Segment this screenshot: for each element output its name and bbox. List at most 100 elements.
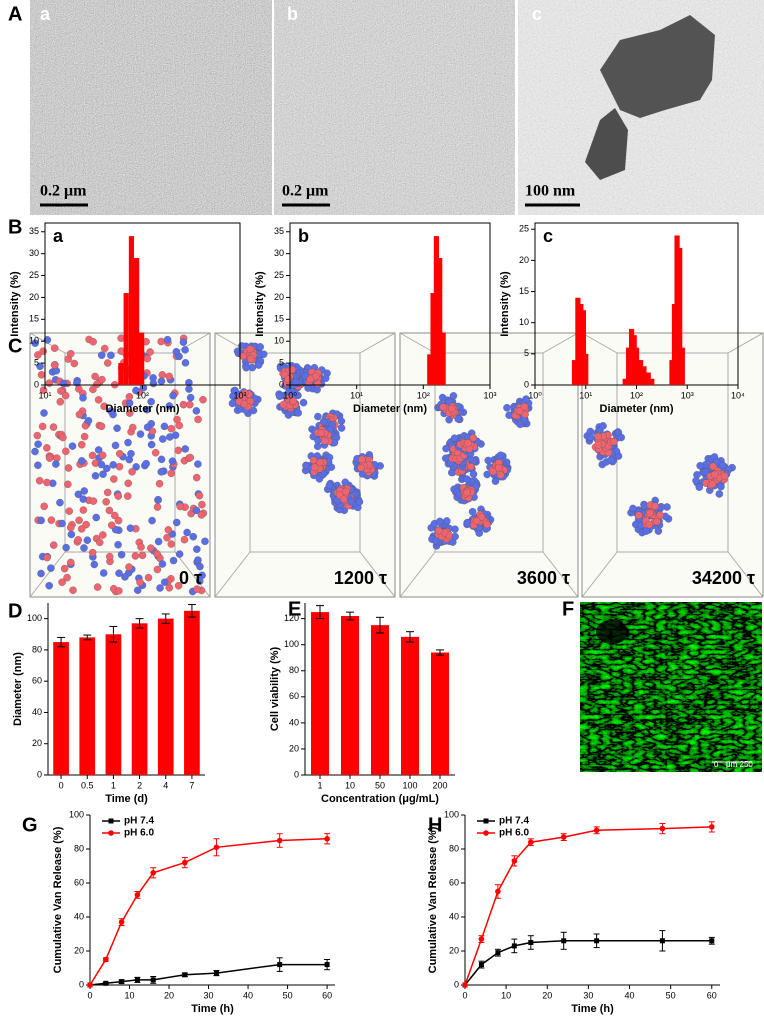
bead <box>284 375 292 384</box>
marker <box>87 982 93 988</box>
bead <box>181 346 189 354</box>
bead <box>306 375 315 384</box>
marker <box>134 977 140 983</box>
bead <box>115 569 123 577</box>
bead <box>174 446 183 455</box>
y-tick-label: 60 <box>449 877 459 887</box>
bead <box>99 569 108 577</box>
bead <box>92 513 100 522</box>
bead <box>82 520 90 529</box>
x-tick-label: 50 <box>283 990 293 1000</box>
bead <box>131 552 140 560</box>
bead <box>586 433 595 442</box>
bead <box>645 520 654 529</box>
y-tick-label: 5 <box>524 348 529 358</box>
y-tick-label: 15 <box>29 314 39 324</box>
bead <box>302 461 310 470</box>
bar <box>575 297 581 385</box>
bead <box>147 440 156 449</box>
bead <box>594 432 602 441</box>
marker <box>511 943 517 949</box>
bead <box>63 573 71 582</box>
bead <box>516 420 524 429</box>
bead <box>93 583 102 591</box>
y-tick-label: 40 <box>449 911 459 921</box>
bead <box>695 483 704 491</box>
bead <box>75 516 83 525</box>
bead <box>520 402 529 411</box>
sim-edge <box>214 551 251 598</box>
bead <box>45 379 54 387</box>
series-line <box>89 838 328 986</box>
bead <box>439 403 447 412</box>
bead <box>80 544 88 552</box>
bead <box>521 410 529 419</box>
bar <box>440 332 446 385</box>
sim-inner <box>434 352 544 553</box>
bead <box>43 444 51 452</box>
error-bar <box>135 618 144 629</box>
bead <box>246 345 254 353</box>
bead <box>35 476 44 485</box>
bead <box>146 348 154 356</box>
bead <box>355 498 364 506</box>
bead <box>153 503 162 511</box>
y-tick-label: 100 <box>69 809 84 819</box>
marker <box>118 919 125 925</box>
sim-edge <box>29 551 66 598</box>
marker <box>478 936 485 942</box>
scale-label: μm 250 <box>726 760 753 769</box>
x-tick-label: 60 <box>322 990 332 1000</box>
bead <box>125 409 134 417</box>
bead <box>472 517 481 525</box>
bar <box>128 236 135 385</box>
x-tick-label: 50 <box>375 780 385 790</box>
bar <box>139 332 145 385</box>
bead <box>172 518 181 527</box>
bead <box>88 548 97 557</box>
x-tick-label: 10¹ <box>38 390 51 400</box>
bar <box>371 625 389 775</box>
y-tick-label: 0 <box>34 379 39 389</box>
error-bar <box>406 631 414 643</box>
sim-edge <box>581 332 618 354</box>
bar <box>79 637 96 775</box>
bead <box>136 430 145 438</box>
bead <box>84 416 93 425</box>
bead <box>463 519 472 527</box>
bead <box>142 459 150 468</box>
bead <box>147 544 155 552</box>
bead <box>710 470 719 479</box>
bead <box>314 412 322 421</box>
x-tick-label: 0 <box>59 780 64 790</box>
bar <box>649 378 655 385</box>
bead <box>43 553 51 562</box>
x-axis-title: Diameter (nm) <box>600 403 674 415</box>
bar <box>401 636 419 775</box>
sim-edge <box>174 332 211 354</box>
bead <box>316 458 324 467</box>
bead <box>157 377 166 385</box>
sim-time: 3600 τ <box>517 568 570 588</box>
bead <box>484 456 492 465</box>
bead <box>160 578 169 586</box>
bead <box>320 437 329 445</box>
legend-marker <box>108 818 114 824</box>
error-bar <box>109 625 118 643</box>
marker <box>150 870 157 876</box>
bead <box>496 451 505 459</box>
y-axis-title: Intensity (%) <box>499 271 511 337</box>
bead <box>62 447 70 456</box>
bead <box>173 415 181 424</box>
bead <box>74 536 82 544</box>
y-tick-label: 30 <box>29 248 39 258</box>
y-tick-label: 60 <box>32 676 42 686</box>
y-tick-label: 0 <box>279 379 284 389</box>
bead <box>496 471 505 479</box>
bead <box>143 354 152 363</box>
bead <box>75 410 84 419</box>
bead <box>115 587 123 595</box>
bead <box>129 423 137 432</box>
bead <box>128 468 136 476</box>
y-tick-label: 80 <box>289 665 299 675</box>
